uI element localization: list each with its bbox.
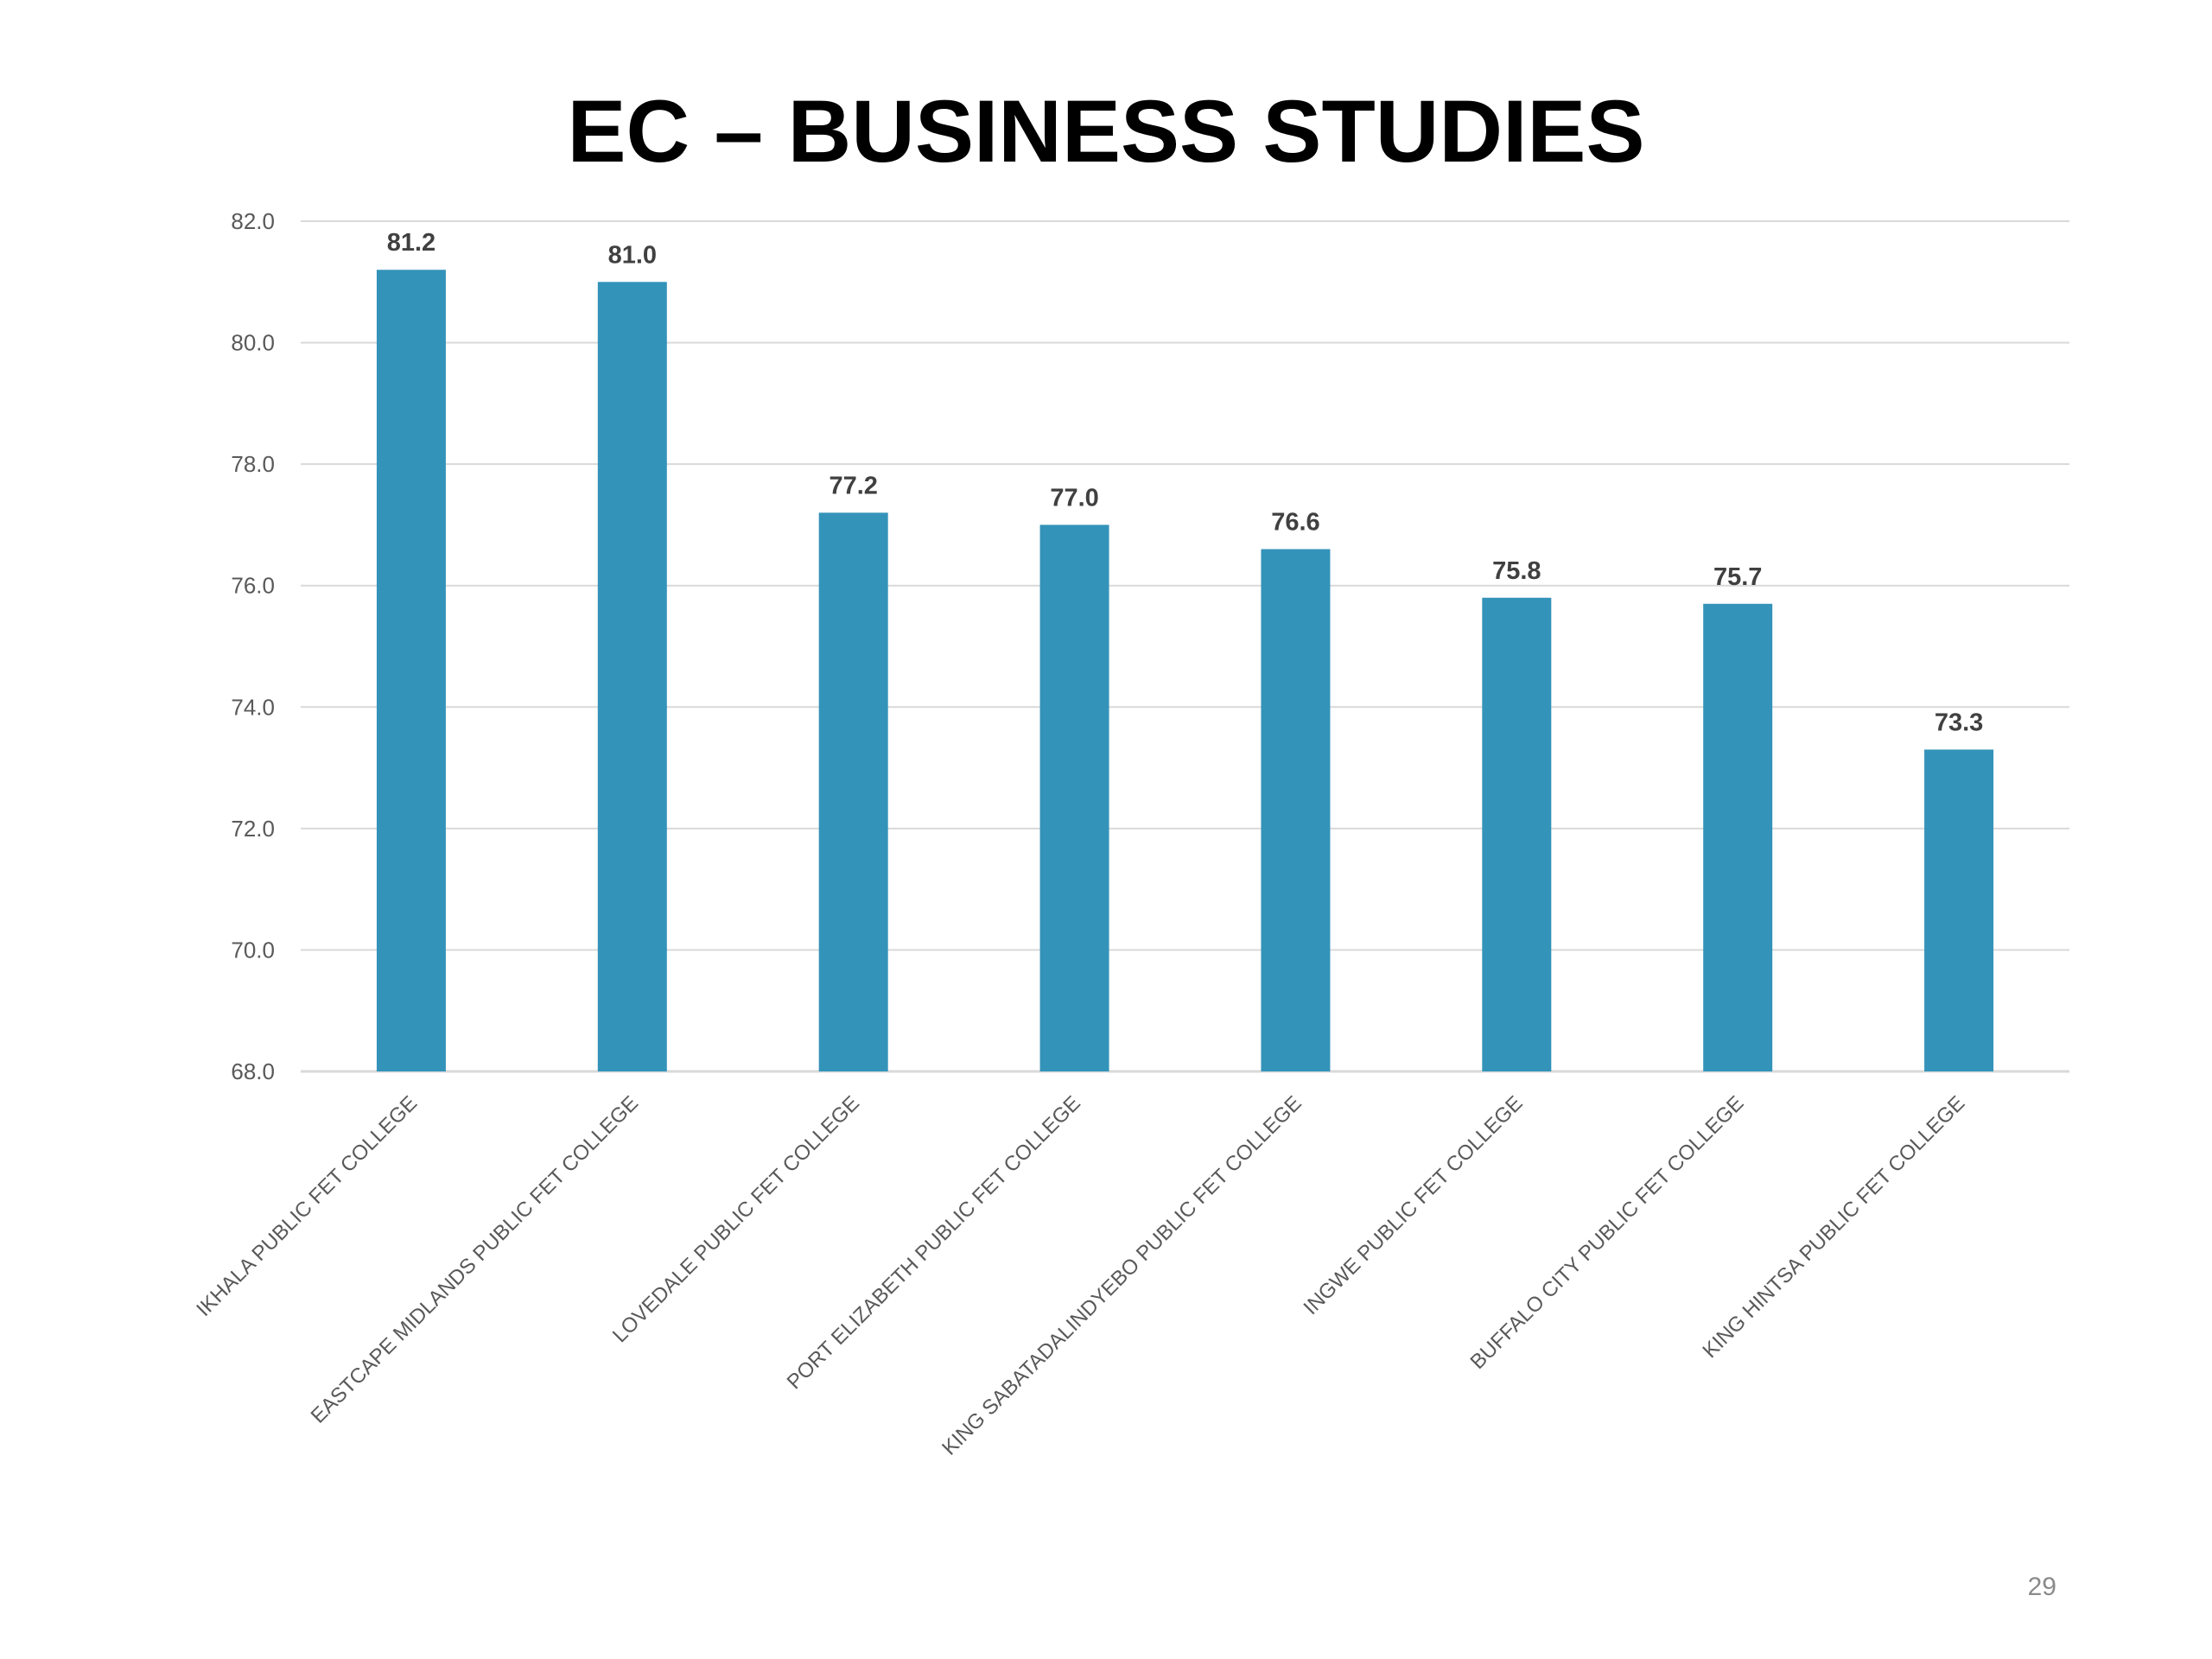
data-label: 75.7 xyxy=(1713,563,1762,591)
x-category-label: KING SABATADALINDYEBO PUBLIC FET COLLEGE xyxy=(938,1091,1306,1460)
page-number: 29 xyxy=(2027,1573,2056,1601)
x-category-label: INGWE PUBLIC FET COLLEGE xyxy=(1300,1091,1528,1319)
y-tick-label: 74.0 xyxy=(231,694,275,720)
x-category-label: BUFFALO CITY PUBLIC FET COLLEGE xyxy=(1466,1091,1749,1374)
data-label: 81.2 xyxy=(387,229,435,257)
bar xyxy=(1703,603,1773,1071)
y-tick-label: 76.0 xyxy=(231,573,275,599)
bar xyxy=(597,282,667,1071)
data-label: 76.6 xyxy=(1271,509,1319,537)
data-label: 75.8 xyxy=(1492,557,1541,585)
bar xyxy=(1482,597,1552,1071)
bar xyxy=(1924,749,1994,1071)
data-label: 77.2 xyxy=(829,472,877,499)
y-tick-label: 70.0 xyxy=(231,937,275,963)
data-labels: 81.2 81.0 77.2 77.0 76.6 75.8 75.7 73.3 xyxy=(387,229,1984,736)
bars xyxy=(376,270,1994,1071)
y-axis-tick-labels: 68.0 70.0 72.0 74.0 76.0 78.0 80.0 82.0 xyxy=(231,208,275,1084)
y-tick-label: 78.0 xyxy=(231,451,275,477)
data-label: 77.0 xyxy=(1050,484,1098,512)
y-tick-label: 72.0 xyxy=(231,816,275,842)
bar xyxy=(1261,549,1331,1071)
y-tick-label: 68.0 xyxy=(231,1058,275,1084)
y-tick-label: 82.0 xyxy=(231,208,275,234)
data-label: 73.3 xyxy=(1935,709,1983,736)
slide-title: EC – BUSINESS STUDIES xyxy=(567,82,1645,181)
bar xyxy=(818,512,888,1071)
gridlines xyxy=(301,220,2069,1073)
x-category-label: LOVEDALE PUBLIC FET COLLEGE xyxy=(608,1091,864,1347)
x-category-label: IKHALA PUBLIC FET COLLEGE xyxy=(192,1091,422,1321)
bar xyxy=(376,270,446,1071)
data-label: 81.0 xyxy=(608,241,657,269)
bar xyxy=(1039,524,1109,1071)
x-category-label: KING HINTSA PUBLIC FET COLLEGE xyxy=(1698,1091,1969,1363)
y-tick-label: 80.0 xyxy=(231,330,275,356)
